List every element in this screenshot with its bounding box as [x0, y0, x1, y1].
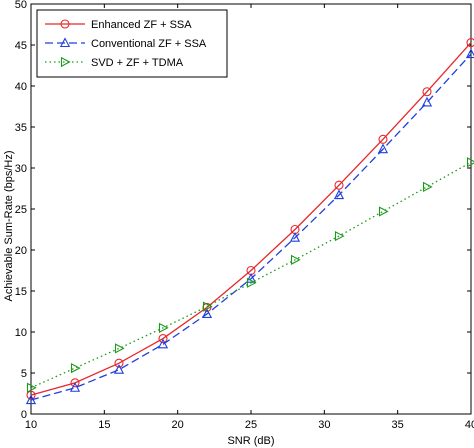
x-tick-label: 30: [318, 419, 330, 431]
series-1: [26, 37, 474, 400]
y-tick-label: 25: [15, 204, 27, 216]
data-point: [114, 358, 124, 368]
y-tick-label: 50: [15, 0, 27, 11]
data-point: [26, 382, 37, 393]
data-point: [334, 180, 344, 190]
series-line: [30, 53, 472, 401]
legend-label: Enhanced ZF + SSA: [91, 19, 192, 31]
data-point: [158, 334, 168, 344]
x-axis-label: SNR (dB): [227, 435, 274, 447]
y-axis-label: Achievable Sum-Rate (bps/Hz): [3, 150, 15, 301]
data-point: [25, 394, 37, 405]
data-point: [202, 301, 213, 312]
data-point: [26, 390, 36, 400]
legend-label: SVD + ZF + TDMA: [91, 57, 184, 69]
series-line: [30, 42, 472, 396]
y-tick-label: 40: [15, 81, 27, 93]
x-tick-label: 40: [465, 419, 474, 431]
data-point: [466, 157, 474, 168]
y-tick-label: 45: [15, 40, 27, 52]
x-tick-label: 35: [392, 419, 404, 431]
y-tick-label: 5: [21, 368, 27, 380]
legend-entry: Enhanced ZF + SSA: [45, 19, 192, 31]
data-point: [59, 37, 71, 48]
x-tick-label: 20: [172, 419, 184, 431]
x-tick-label: 15: [98, 419, 110, 431]
data-point: [69, 382, 81, 392]
y-tick-label: 10: [15, 327, 27, 339]
y-tick-label: 15: [15, 286, 27, 298]
data-point: [201, 308, 213, 319]
data-point: [70, 378, 80, 388]
data-point: [70, 362, 81, 374]
axes: 10 15 20 25 30 35 40 0 5 10 15 20 25 30 35 40 45 50: [15, 0, 474, 431]
data-point: [466, 37, 474, 48]
series-2: [25, 48, 474, 405]
data-point: [377, 143, 389, 154]
data-point: [113, 364, 125, 374]
legend-box: [36, 9, 228, 78]
y-tick-label: 30: [15, 163, 27, 175]
series-line: [30, 161, 472, 389]
data-point: [60, 19, 70, 29]
data-point: [422, 181, 433, 192]
data-point: [334, 230, 345, 242]
data-point: [290, 254, 301, 265]
legend-label: Conventional ZF + SSA: [91, 38, 207, 50]
data-point: [333, 189, 345, 200]
data-point: [246, 277, 257, 288]
series-3: [26, 157, 474, 393]
series-layer: [25, 37, 474, 405]
legend-entry: Conventional ZF + SSA: [45, 37, 207, 50]
data-point: [378, 134, 388, 144]
legend: Enhanced ZF + SSA Conventional ZF + SSA SV…: [36, 9, 228, 78]
data-point: [378, 206, 389, 217]
y-tick-label: 35: [15, 122, 27, 134]
data-point: [158, 322, 169, 334]
data-point: [289, 232, 301, 242]
x-tick-label: 10: [25, 419, 37, 431]
y-tick-label: 20: [15, 245, 27, 257]
x-tick-label: 25: [245, 419, 257, 431]
data-point: [157, 338, 169, 349]
data-point: [60, 56, 71, 68]
y-tick-label: 0: [21, 409, 27, 421]
legend-entry: SVD + ZF + TDMA: [45, 56, 184, 69]
data-point: [421, 96, 433, 107]
data-point: [114, 343, 125, 354]
data-point: [465, 48, 474, 59]
data-point: [422, 87, 432, 97]
